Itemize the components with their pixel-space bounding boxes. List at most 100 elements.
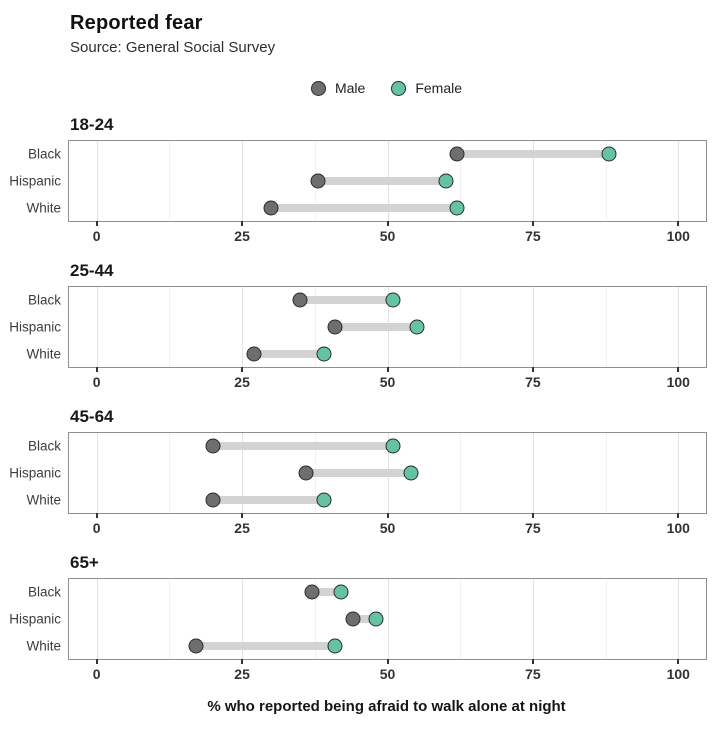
- category-label: Hispanic: [9, 611, 61, 627]
- male-dot: [345, 611, 361, 627]
- male-dot: [449, 146, 465, 162]
- x-tick-label: 100: [666, 520, 690, 536]
- minor-gridline: [460, 579, 462, 659]
- category-label: Hispanic: [9, 465, 61, 481]
- major-gridline: [532, 579, 534, 659]
- x-tick-mark: [677, 513, 680, 518]
- facet-list: 18-24 0 25 50 75 100 Black Hispanic White 25-44 0 2…: [0, 114, 714, 686]
- minor-gridline: [169, 141, 171, 221]
- x-tick-label: 25: [234, 228, 250, 244]
- dumbbell-segment: [195, 641, 336, 650]
- x-axis-title: % who reported being afraid to walk alon…: [207, 698, 566, 715]
- male-dot-icon: [310, 80, 326, 96]
- x-tick-label: 0: [92, 374, 101, 390]
- female-dot: [316, 346, 332, 362]
- x-tick-label: 50: [379, 228, 396, 244]
- category-label: White: [26, 492, 61, 508]
- major-gridline: [678, 287, 680, 367]
- x-tick-mark: [95, 513, 98, 518]
- dumbbell-segment: [271, 203, 458, 212]
- x-tick-label: 75: [525, 374, 541, 390]
- legend-item-female: Female: [391, 80, 462, 96]
- category-label: Hispanic: [9, 173, 61, 189]
- facet-18-24: 18-24 0 25 50 75 100 Black Hispanic White: [0, 114, 714, 248]
- facet-panel: 0 25 50 75 100 Black Hispanic White: [9, 286, 707, 390]
- category-label: Hispanic: [9, 319, 61, 335]
- minor-gridline: [605, 433, 607, 513]
- x-tick-mark: [241, 659, 244, 664]
- x-tick-mark: [386, 367, 389, 372]
- female-dot: [333, 584, 349, 600]
- facet-panel: 0 25 50 75 100 Black Hispanic White: [9, 578, 707, 682]
- category-label: Black: [27, 584, 61, 600]
- category-label: White: [26, 346, 61, 362]
- category-label: Black: [27, 438, 61, 454]
- male-dot: [246, 346, 262, 362]
- major-gridline: [678, 579, 680, 659]
- x-tick-label: 0: [92, 520, 101, 536]
- male-dot: [292, 292, 308, 308]
- x-tick-mark: [386, 221, 389, 226]
- x-tick-mark: [677, 221, 680, 226]
- x-tick-label: 100: [666, 228, 690, 244]
- x-tick-mark: [241, 221, 244, 226]
- minor-gridline: [605, 579, 607, 659]
- x-tick-label: 100: [666, 666, 690, 682]
- dumbbell-segment: [457, 150, 609, 159]
- legend-label-male: Male: [334, 80, 366, 96]
- major-gridline: [242, 141, 244, 221]
- facet-45-64: 45-64 0 25 50 75 100 Black Hispanic White: [0, 406, 714, 540]
- legend-item-male: Male: [310, 80, 366, 96]
- dumbbell-segment: [253, 349, 324, 358]
- x-tick-label: 100: [666, 374, 690, 390]
- x-tick-mark: [241, 367, 244, 372]
- male-dot: [310, 173, 326, 189]
- facet-title: 45-64: [70, 407, 114, 426]
- major-gridline: [96, 579, 98, 659]
- facet-65+: 65+ 0 25 50 75 100 Black Hispanic White: [0, 552, 714, 686]
- facet-title: 18-24: [70, 115, 114, 134]
- x-tick-mark: [677, 659, 680, 664]
- facet-title: 65+: [70, 553, 99, 572]
- x-tick-mark: [531, 659, 534, 664]
- category-label: White: [26, 638, 61, 654]
- female-dot: [409, 319, 425, 335]
- x-tick-label: 50: [379, 520, 396, 536]
- minor-gridline: [460, 141, 462, 221]
- female-dot: [316, 492, 332, 508]
- chart-title: Reported fear: [70, 12, 203, 34]
- major-gridline: [532, 287, 534, 367]
- category-label: Black: [27, 146, 61, 162]
- male-dot: [304, 584, 320, 600]
- minor-gridline: [169, 287, 171, 367]
- x-tick-mark: [531, 221, 534, 226]
- minor-gridline: [314, 287, 316, 367]
- major-gridline: [678, 141, 680, 221]
- x-tick-mark: [386, 659, 389, 664]
- female-dot: [368, 611, 384, 627]
- x-tick-mark: [95, 367, 98, 372]
- dumbbell-segment: [311, 588, 341, 597]
- male-dot: [298, 465, 314, 481]
- major-gridline: [387, 579, 389, 659]
- chart-subtitle: Source: General Social Survey: [70, 39, 276, 56]
- major-gridline: [96, 287, 98, 367]
- legend: Male Female: [68, 78, 705, 98]
- x-tick-mark: [95, 659, 98, 664]
- dumbbell-segment: [352, 615, 376, 623]
- minor-gridline: [169, 579, 171, 659]
- x-tick-mark: [386, 513, 389, 518]
- facet-panel: 0 25 50 75 100 Black Hispanic White: [9, 432, 707, 536]
- dumbbell-segment: [306, 469, 411, 477]
- x-tick-label: 50: [379, 666, 396, 682]
- x-tick-mark: [95, 221, 98, 226]
- female-dot-icon: [391, 80, 407, 96]
- major-gridline: [242, 433, 244, 513]
- major-gridline: [96, 141, 98, 221]
- x-tick-label: 50: [379, 374, 396, 390]
- x-tick-label: 75: [525, 666, 541, 682]
- category-label: White: [26, 200, 61, 216]
- x-tick-label: 75: [525, 520, 541, 536]
- major-gridline: [242, 287, 244, 367]
